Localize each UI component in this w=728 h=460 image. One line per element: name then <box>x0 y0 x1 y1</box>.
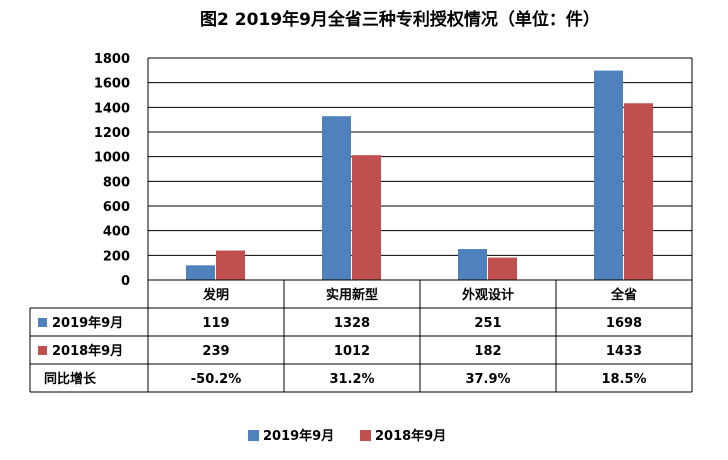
table-cell-value: 1698 <box>606 316 642 331</box>
legend-label: 2019年9月 <box>263 428 334 444</box>
bar-series2 <box>216 250 245 280</box>
legend: 2019年9月 2018年9月 <box>248 428 446 444</box>
data-table: 发明 实用新型 外观设计 全省 2019年9月 119 1328 251 1698 2018年9月… <box>29 279 693 393</box>
chart-title: 图2 2019年9月全省三种专利授权情况（单位：件） <box>200 9 600 30</box>
y-axis-ticks: 0 200 400 600 800 1000 1200 1400 1600 1800 <box>94 52 130 289</box>
legend-label: 2018年9月 <box>375 428 446 444</box>
y-tick-label: 1800 <box>94 52 130 67</box>
category-label: 全省 <box>610 287 637 303</box>
category-label: 实用新型 <box>326 287 378 303</box>
table-row-header: 2019年9月 <box>52 315 123 331</box>
bar-series2 <box>488 257 517 280</box>
bar-series1 <box>186 265 215 280</box>
table-cell-value: 1012 <box>334 344 370 359</box>
table-cell-value: 239 <box>202 344 229 359</box>
y-tick-label: 200 <box>103 249 130 264</box>
category-label: 发明 <box>202 287 229 303</box>
y-tick-label: 600 <box>103 200 130 215</box>
bar-series1 <box>594 70 623 280</box>
table-legend-swatch <box>38 346 47 355</box>
y-tick-label: 1000 <box>94 151 130 166</box>
table-cell-value: 18.5% <box>601 372 646 387</box>
y-tick-label: 800 <box>103 175 130 190</box>
table-cell-value: 37.9% <box>465 372 510 387</box>
y-tick-label: 400 <box>103 225 130 240</box>
table-cell-value: 251 <box>474 316 501 331</box>
y-tick-label: 1400 <box>94 101 130 116</box>
legend-swatch <box>248 430 259 441</box>
bar-series1 <box>322 116 351 280</box>
bar-series2 <box>352 155 381 280</box>
table-cell-value: 1328 <box>334 316 370 331</box>
y-tick-label: 1600 <box>94 77 130 92</box>
legend-swatch <box>360 430 371 441</box>
table-cell-value: -50.2% <box>191 372 242 387</box>
category-label: 外观设计 <box>461 287 514 303</box>
y-tick-label: 1200 <box>94 126 130 141</box>
y-tick-label: 0 <box>121 274 130 289</box>
table-cell-value: 31.2% <box>329 372 374 387</box>
table-row-header: 同比增长 <box>44 371 97 387</box>
table-cell-value: 1433 <box>606 344 642 359</box>
bar-series2 <box>624 103 653 280</box>
bar-series1 <box>458 249 487 280</box>
table-legend-swatch <box>38 318 47 327</box>
table-cell-value: 182 <box>474 344 501 359</box>
table-row-header: 2018年9月 <box>52 343 123 359</box>
table-cell-value: 119 <box>202 316 229 331</box>
bars <box>186 70 653 280</box>
